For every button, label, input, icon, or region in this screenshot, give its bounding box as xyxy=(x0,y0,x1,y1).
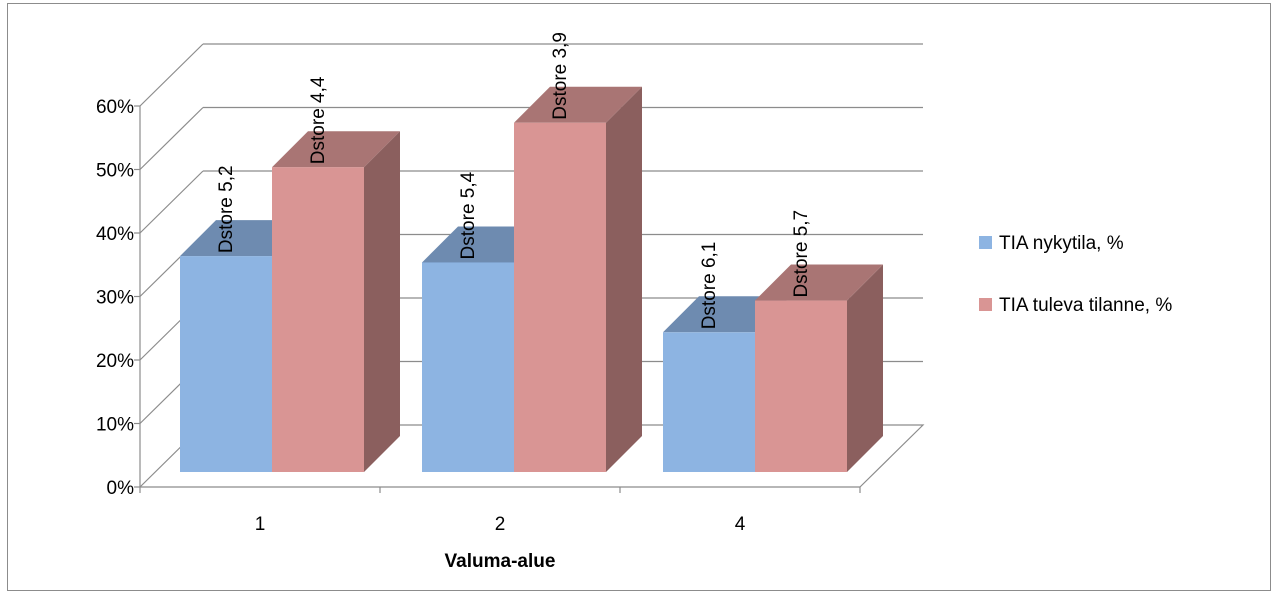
axes xyxy=(134,105,861,493)
legend: TIA nykytila, % TIA tuleva tilanne, % xyxy=(979,233,1172,316)
bar xyxy=(663,332,755,472)
bar-side xyxy=(847,264,883,472)
data-label: Dstore 6,1 xyxy=(699,242,720,330)
y-tick-label: 30% xyxy=(96,288,134,309)
y-tick-label: 40% xyxy=(96,224,134,245)
data-label: Dstore 5,4 xyxy=(458,171,479,259)
data-labels: Dstore 5,2 Dstore 4,4 Dstore 5,4 Dstore 3,9… xyxy=(216,32,812,329)
bar xyxy=(272,167,364,472)
data-label: Dstore 5,7 xyxy=(791,210,812,298)
gridline-side xyxy=(139,170,204,234)
bar-side xyxy=(364,131,400,472)
bars xyxy=(180,86,883,472)
x-tick-label: 1 xyxy=(255,514,266,535)
legend-swatch xyxy=(979,298,992,311)
y-tick-label: 20% xyxy=(96,351,134,372)
legend-entry: TIA tuleva tilanne, % xyxy=(999,295,1172,316)
gridline-side xyxy=(139,107,204,170)
x-axis-title: Valuma-alue xyxy=(445,551,556,572)
bar-top xyxy=(755,264,883,301)
bar-side xyxy=(606,86,642,472)
y-tick-label: 50% xyxy=(96,161,134,182)
data-label: Dstore 4,4 xyxy=(308,76,329,164)
gridline-side xyxy=(139,43,204,107)
legend-entry: TIA nykytila, % xyxy=(999,233,1124,254)
bar xyxy=(180,256,272,472)
bar-top xyxy=(272,131,400,168)
bar xyxy=(422,262,514,472)
y-tick-label: 60% xyxy=(96,97,134,118)
bar-top xyxy=(514,86,642,123)
y-tick-label: 0% xyxy=(107,478,135,499)
y-tick-labels: 0% 10% 20% 30% 40% 50% 60% xyxy=(96,97,134,499)
x-tick-label: 4 xyxy=(735,514,746,535)
data-label: Dstore 5,2 xyxy=(216,165,237,253)
x-tick-labels: 1 2 4 xyxy=(255,514,746,535)
legend-swatch xyxy=(979,236,992,249)
data-label: Dstore 3,9 xyxy=(550,32,571,120)
x-tick-label: 2 xyxy=(495,514,506,535)
y-tick-label: 10% xyxy=(96,415,134,436)
bar xyxy=(514,122,606,472)
bar xyxy=(755,300,847,472)
